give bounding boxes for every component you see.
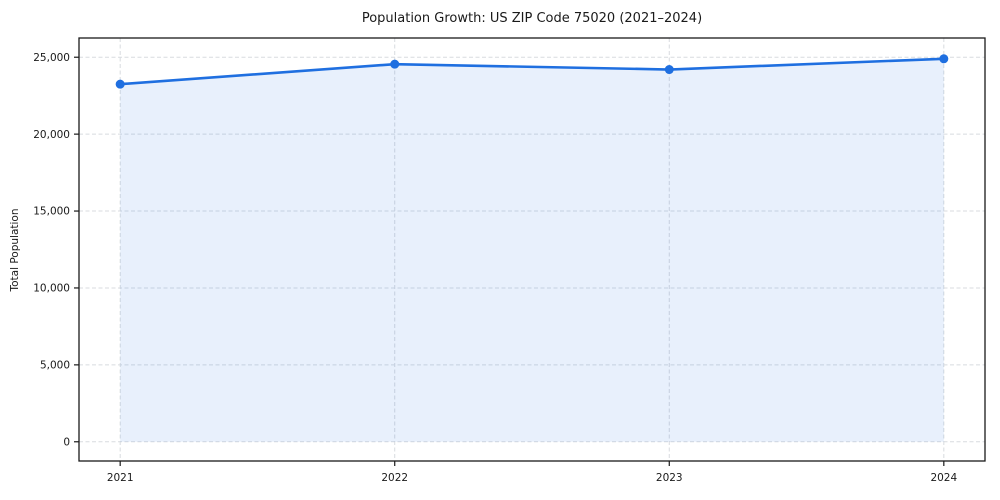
- plot-border: [78, 37, 986, 462]
- x-tick-label: 2022: [381, 472, 408, 484]
- y-tick-label: 25,000: [33, 52, 70, 64]
- y-tick-label: 20,000: [33, 129, 70, 141]
- y-tick-label: 0: [63, 436, 70, 448]
- x-tick-label: 2021: [107, 472, 134, 484]
- data-point-marker: [115, 79, 125, 89]
- y-tick-label: 15,000: [33, 206, 70, 218]
- x-tick-label: 2023: [656, 472, 683, 484]
- y-tick-label: 10,000: [33, 283, 70, 295]
- y-tick-label: 5,000: [40, 360, 70, 372]
- data-point-marker: [390, 59, 400, 69]
- data-point-marker: [939, 54, 949, 64]
- chart-title: Population Growth: US ZIP Code 75020 (20…: [361, 11, 703, 26]
- data-line: [120, 57, 944, 86]
- area-fill: [120, 58, 944, 442]
- x-tick-label: 2024: [930, 472, 957, 484]
- data-point-marker: [664, 65, 674, 75]
